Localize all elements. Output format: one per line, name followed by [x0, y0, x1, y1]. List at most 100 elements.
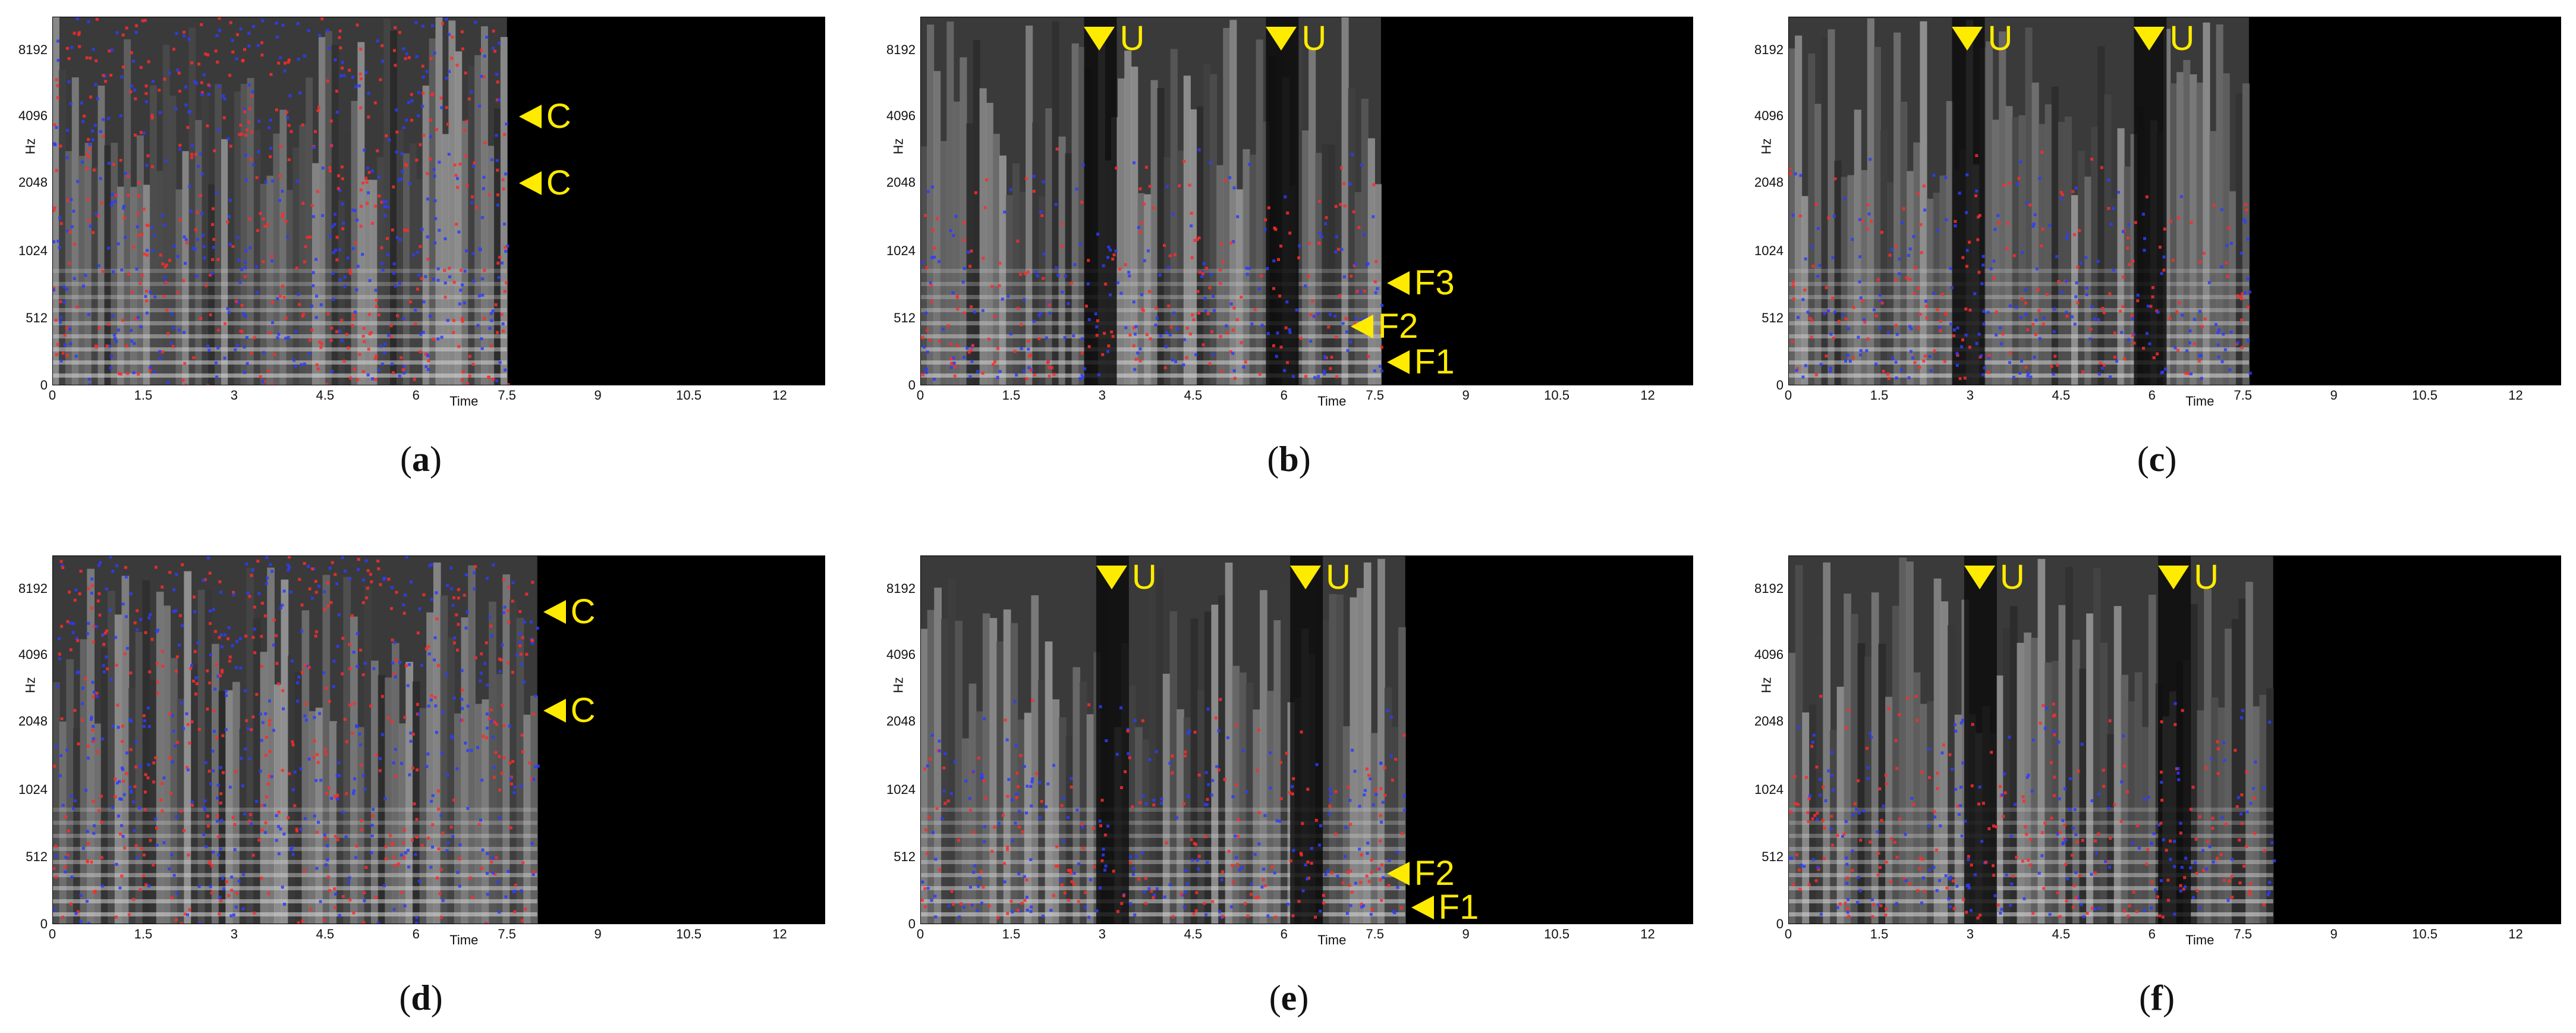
- x-axis-label: Time: [2185, 394, 2215, 409]
- panel-caption: (b): [1267, 439, 1311, 479]
- spectrogram-c: [1788, 17, 2561, 385]
- y-tick-label: 8192: [18, 42, 48, 57]
- annotation-label: U: [1326, 558, 1351, 596]
- x-tick-label: 3: [1966, 927, 1974, 941]
- triangle-left-icon: [543, 698, 566, 723]
- annotation-c: C: [543, 592, 596, 631]
- triangle-down-icon: [2158, 566, 2190, 589]
- x-tick-label: 10.5: [2412, 388, 2437, 403]
- y-tick-label: 4096: [1754, 108, 1784, 124]
- x-tick-label: 12: [1640, 927, 1655, 941]
- panel-caption: (a): [400, 439, 442, 479]
- spectrogram-image: [52, 17, 510, 385]
- panel-caption: (e): [1269, 978, 1309, 1018]
- axes-frame: [920, 555, 1693, 924]
- annotation-u: U: [1952, 21, 2012, 56]
- y-tick-label: 1024: [18, 243, 48, 258]
- x-tick-label: 3: [1098, 388, 1106, 403]
- axes-frame: [1788, 17, 2561, 385]
- y-tick-label: 1024: [886, 781, 916, 797]
- x-tick-label: 12: [1640, 388, 1655, 403]
- panel-caption: (f): [2139, 978, 2175, 1018]
- x-tick-label: 9: [594, 927, 602, 941]
- annotation-label: U: [1999, 558, 2025, 596]
- y-tick-label: 1024: [886, 243, 916, 258]
- x-tick-label: 1.5: [1002, 388, 1021, 403]
- y-tick-label: 512: [894, 849, 916, 864]
- x-tick-label: 9: [594, 388, 602, 403]
- triangle-left-icon: [543, 599, 566, 624]
- x-tick-label: 7.5: [498, 388, 516, 403]
- x-tick-label: 4.5: [316, 927, 335, 941]
- x-tick-label: 12: [2508, 388, 2523, 403]
- x-tick-label: 3: [230, 388, 238, 403]
- spectrogram-image: [1788, 555, 2276, 924]
- y-tick-label: 0: [1776, 916, 1784, 931]
- x-tick-label: 3: [1098, 927, 1106, 941]
- triangle-left-icon: [1386, 350, 1410, 375]
- annotation-label: F3: [1414, 263, 1455, 303]
- annotation-label: C: [546, 97, 571, 136]
- y-tick-label: 2048: [18, 714, 48, 729]
- axes-frame: [1788, 555, 2561, 924]
- spectrogram-image: [1788, 17, 2252, 385]
- annotation-label: U: [1119, 19, 1145, 58]
- y-tick-label: 0: [40, 378, 48, 393]
- y-tick-label: 1024: [18, 781, 48, 797]
- annotation-label: C: [570, 592, 596, 631]
- y-tick-label: 512: [1762, 310, 1784, 325]
- x-axis-label: Time: [1317, 394, 1347, 409]
- x-axis-label: Time: [449, 394, 479, 409]
- y-axis-label: Hz: [891, 677, 906, 693]
- x-tick-label: 0: [916, 927, 924, 941]
- annotation-label: C: [546, 164, 571, 202]
- x-tick-label: 4.5: [2052, 388, 2071, 403]
- y-tick-label: 2048: [18, 175, 48, 190]
- annotation-u: U: [1266, 21, 1326, 56]
- spectrogram-image: [920, 555, 1407, 924]
- x-tick-label: 4.5: [1184, 927, 1203, 941]
- annotation-label: U: [2194, 558, 2219, 596]
- x-tick-label: 6: [1280, 388, 1288, 403]
- x-tick-label: 0: [48, 927, 56, 941]
- x-tick-label: 10.5: [2412, 927, 2437, 941]
- x-tick-label: 9: [2330, 927, 2338, 941]
- annotation-label: F2: [1377, 307, 1418, 346]
- triangle-down-icon: [2134, 27, 2165, 51]
- spectrogram-b: [920, 17, 1693, 385]
- annotation-f1: F1: [1411, 890, 1479, 925]
- x-tick-label: 9: [1462, 927, 1470, 941]
- y-axis-label: Hz: [23, 677, 38, 693]
- x-tick-label: 3: [1966, 388, 1974, 403]
- x-tick-label: 7.5: [2234, 927, 2252, 941]
- panel-caption: (d): [399, 978, 443, 1018]
- y-tick-label: 2048: [886, 175, 916, 190]
- annotation-u: U: [1290, 560, 1351, 595]
- x-tick-label: 6: [2148, 927, 2156, 941]
- x-tick-label: 4.5: [1184, 388, 1203, 403]
- y-tick-label: 4096: [18, 108, 48, 124]
- annotation-f2: F2: [1386, 856, 1455, 891]
- x-tick-label: 0: [1784, 927, 1792, 941]
- x-tick-label: 4.5: [2052, 927, 2071, 941]
- x-tick-label: 1.5: [134, 388, 153, 403]
- x-tick-label: 0: [48, 388, 56, 403]
- y-tick-label: 512: [26, 849, 48, 864]
- annotation-label: F1: [1438, 888, 1479, 927]
- spectrogram-image: [920, 17, 1384, 385]
- y-tick-label: 8192: [886, 42, 916, 57]
- x-tick-label: 7.5: [1366, 388, 1384, 403]
- y-tick-label: 4096: [886, 647, 916, 662]
- y-tick-label: 512: [26, 310, 48, 325]
- annotation-f1: F1: [1386, 345, 1455, 379]
- x-tick-label: 10.5: [1544, 927, 1569, 941]
- annotation-label: U: [1131, 558, 1157, 596]
- triangle-down-icon: [1290, 566, 1322, 589]
- x-tick-label: 9: [2330, 388, 2338, 403]
- x-tick-label: 7.5: [498, 927, 516, 941]
- x-tick-label: 10.5: [676, 927, 702, 941]
- annotation-c: C: [543, 693, 596, 728]
- caption-letter: b: [1279, 439, 1299, 479]
- caption-letter: e: [1281, 978, 1297, 1018]
- y-tick-label: 4096: [18, 647, 48, 662]
